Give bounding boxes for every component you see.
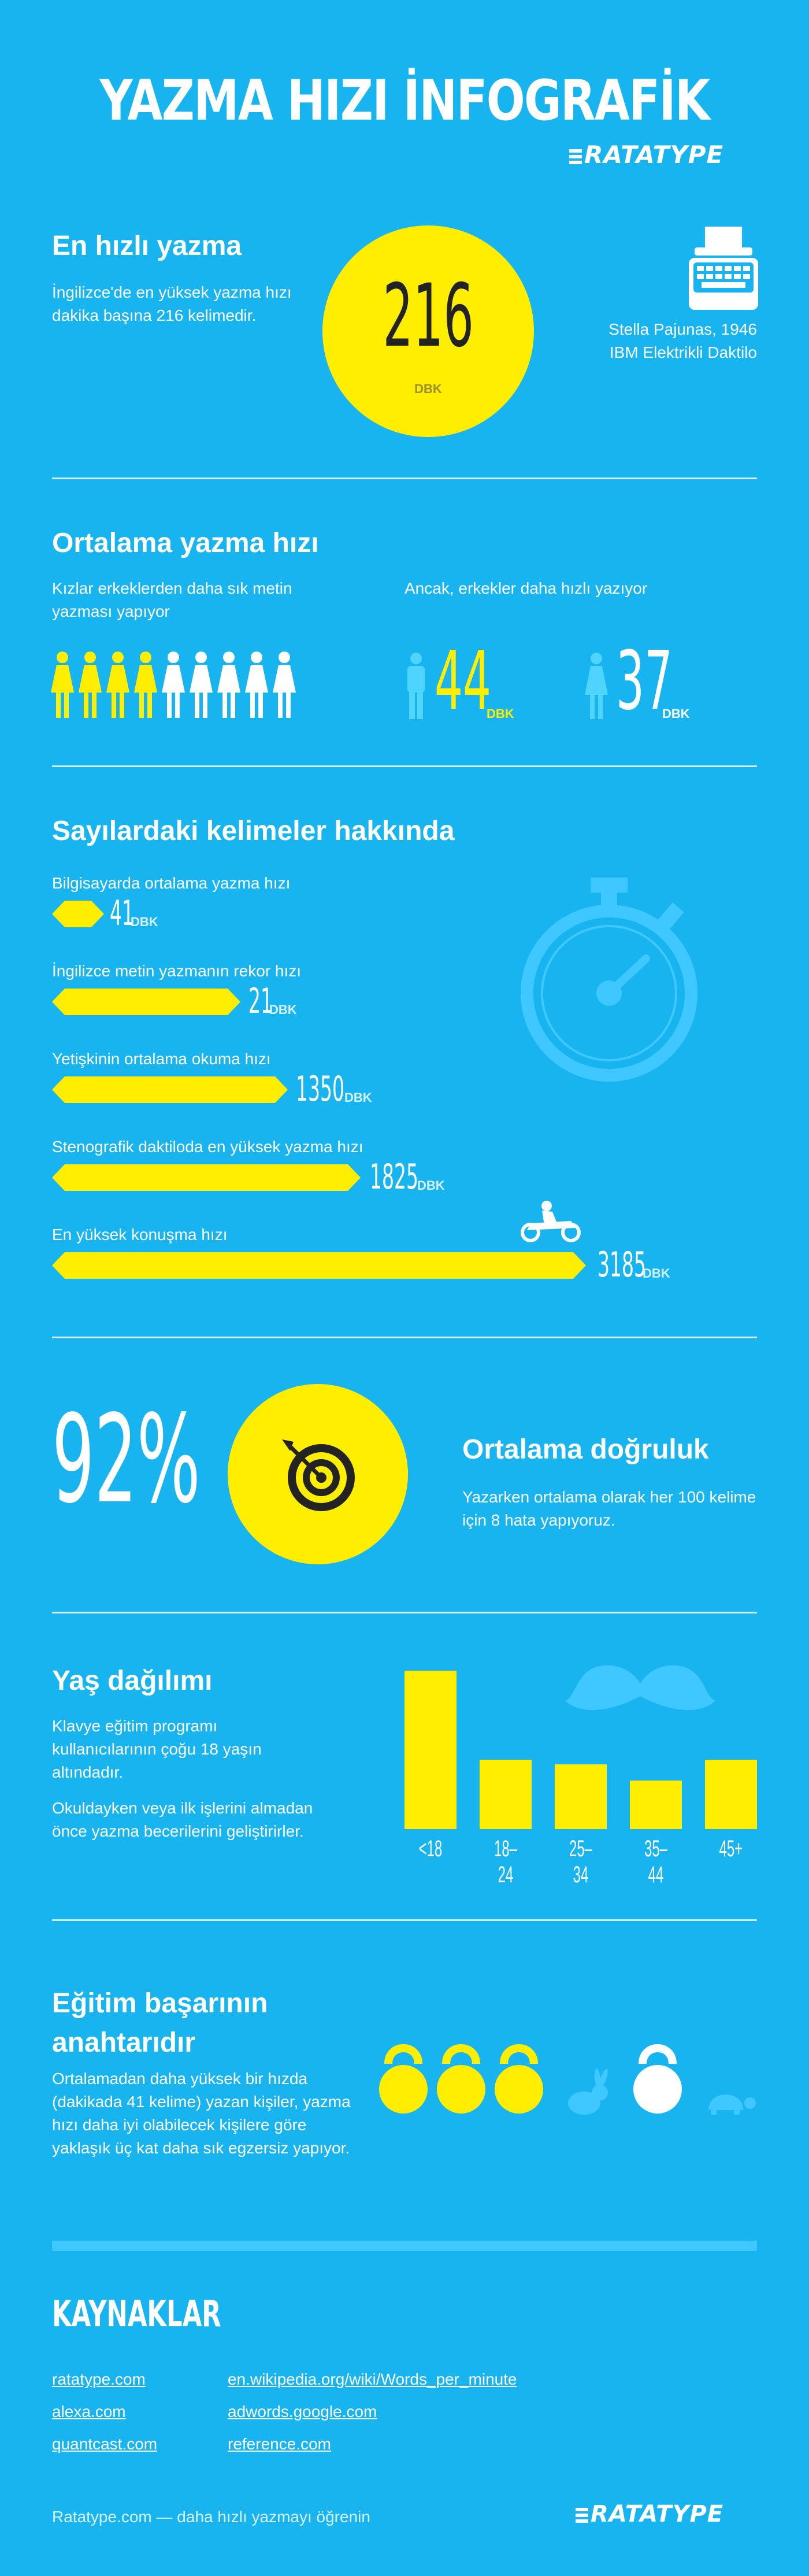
age-text-1: Klavye eğitim programı kullanıcılarının …: [52, 1717, 262, 1781]
divider: [52, 1919, 757, 1921]
age-bar: [705, 1760, 757, 1829]
average-girls-text: Kızlar erkeklerden daha sık metin yazmas…: [52, 579, 292, 620]
age-bar: [480, 1760, 532, 1829]
source-link[interactable]: quantcast.com: [52, 2435, 158, 2453]
numbers-label-2: İngilizce metin yazmanın rekor hızı: [52, 962, 302, 980]
numbers-unit-1: DBK: [131, 915, 158, 929]
source-link[interactable]: alexa.com: [52, 2403, 126, 2420]
numbers-bar-3: [52, 1076, 288, 1103]
numbers-heading: Sayılardaki kelimeler hakkında: [52, 816, 455, 846]
people-icons-row: [51, 651, 334, 722]
age-label: 45+: [719, 1836, 743, 1861]
age-chart: [404, 1667, 763, 1829]
female-value: 37: [616, 634, 673, 728]
numbers-unit-2: DBK: [269, 1002, 297, 1017]
footer-logo-text: RATATYPE: [591, 2501, 724, 2527]
source-link[interactable]: ratatype.com: [52, 2370, 146, 2388]
divider: [52, 765, 757, 767]
mustache-icon: [564, 1660, 717, 1719]
numbers-bar-1: [52, 901, 104, 927]
fastest-unit: DBK: [414, 382, 442, 396]
footer-logo-mark: [576, 2514, 588, 2517]
male-value: 44: [435, 634, 491, 728]
numbers-label-4: Stenografik daktiloda en yüksek yazma hı…: [52, 1138, 363, 1156]
section-divider-thick: [52, 2241, 757, 2251]
male-unit: DBK: [487, 706, 514, 721]
divider: [52, 478, 757, 479]
fastest-heading: En hızlı yazma: [52, 231, 242, 261]
footer-text: Ratatype.com — daha hızlı yazmayı öğreni…: [52, 2508, 370, 2526]
typewriter-icon: [689, 224, 758, 314]
age-heading: Yaş dağılımı: [52, 1665, 213, 1696]
footer-logo[interactable]: RATATYPE: [576, 2501, 723, 2527]
brand-logo-text: RATATYPE: [584, 140, 724, 169]
sources-heading: KAYNAKLAR: [52, 2293, 221, 2335]
source-link[interactable]: reference.com: [228, 2435, 331, 2453]
fastest-caption: Stella Pajunas, 1946 IBM Elektrikli Dakt…: [608, 320, 757, 361]
numbers-value-3: 1350: [296, 1069, 344, 1109]
numbers-label-3: Yetişkinin ortalama okuma hızı: [52, 1050, 271, 1068]
average-boys-text: Ancak, erkekler daha hızlı yazıyor: [404, 579, 648, 597]
source-link[interactable]: en.wikipedia.org/wiki/Words_per_minute: [228, 2370, 517, 2388]
male-icon: [404, 652, 428, 722]
numbers-bar-4: [52, 1164, 361, 1191]
accuracy-value: 92%: [52, 1389, 201, 1530]
divider: [52, 1612, 757, 1613]
numbers-bar-2: [52, 989, 240, 1015]
target-icon: [282, 1439, 355, 1511]
brand-logo-mark: [569, 154, 582, 158]
fastest-text: İngilizce'de en yüksek yazma hızı dakika…: [52, 283, 292, 324]
age-label: 35–44: [644, 1836, 668, 1887]
accuracy-heading: Ortalama doğruluk: [462, 1434, 709, 1465]
numbers-value-5: 3185: [598, 1245, 646, 1285]
female-unit: DBK: [662, 706, 690, 721]
age-text-2: Okuldayken veya ilk işlerini almadan önc…: [52, 1799, 313, 1840]
brand-logo[interactable]: RATATYPE: [569, 140, 723, 169]
education-text: Ortalamadan daha yüksek bir hızda (dakik…: [52, 2070, 351, 2157]
age-bar: [555, 1764, 607, 1829]
page-title: YAZMA HIZI İNFOGRAFİK: [99, 68, 710, 133]
motorcycle-icon: [519, 1200, 582, 1246]
age-label: 18–24: [493, 1836, 518, 1887]
numbers-label-5: En yüksek konuşma hızı: [52, 1226, 228, 1243]
average-heading: Ortalama yazma hızı: [52, 528, 319, 558]
accuracy-circle: [228, 1384, 408, 1564]
source-link[interactable]: adwords.google.com: [228, 2403, 377, 2420]
female-icon: [584, 652, 609, 722]
numbers-unit-4: DBK: [417, 1178, 445, 1193]
age-label: <18: [418, 1836, 443, 1861]
stopwatch-icon: [518, 878, 700, 1089]
numbers-value-1: 41: [110, 893, 134, 934]
kettlebells-row: [379, 2043, 760, 2121]
age-axis-labels: <18 18–24 25–34 35–44 45+: [404, 1836, 763, 1887]
divider: [52, 1337, 757, 1338]
fastest-value: 216: [383, 266, 474, 367]
numbers-unit-3: DBK: [344, 1090, 372, 1105]
education-heading: Eğitim başarının anahtarıdır: [52, 1988, 268, 2058]
accuracy-text: Yazarken ortalama olarak her 100 kelime …: [462, 1488, 756, 1529]
numbers-label-1: Bilgisayarda ortalama yazma hızı: [52, 874, 291, 892]
age-bar: [630, 1781, 682, 1829]
age-label: 25–34: [569, 1836, 593, 1887]
numbers-bar-5: [52, 1252, 586, 1279]
numbers-value-2: 21: [248, 981, 273, 1021]
numbers-unit-5: DBK: [643, 1266, 670, 1280]
numbers-value-4: 1825: [370, 1157, 418, 1197]
fastest-circle: 216 DBK: [322, 225, 534, 437]
age-bar: [404, 1671, 457, 1829]
